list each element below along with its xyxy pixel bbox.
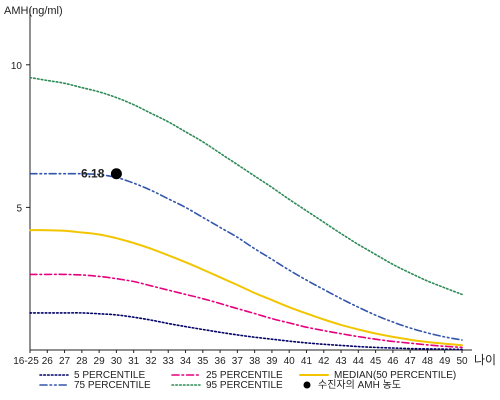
- x-tick-label: 16-25: [13, 356, 39, 367]
- y-axis-title: AMH(ng/ml): [4, 5, 63, 17]
- legend-swatch-patient-marker: [303, 381, 311, 389]
- legend-label-95-percentile: 95 PERCENTILE: [206, 380, 283, 391]
- y-tick-label: 10: [11, 61, 23, 72]
- patient-marker-label: 6.18: [81, 167, 105, 181]
- legend-label-patient-marker: 수진자의 AMH 농도: [318, 379, 401, 391]
- x-tick-label: 40: [284, 356, 296, 367]
- x-tick-label: 34: [180, 356, 192, 367]
- legend-label-5-percentile: 5 PERCENTILE: [74, 370, 145, 381]
- legend-label-75-percentile: 75 PERCENTILE: [74, 380, 151, 391]
- x-tick-label: 42: [318, 356, 330, 367]
- x-tick-label: 44: [353, 356, 365, 367]
- x-tick-label: 41: [301, 356, 313, 367]
- x-tick-label: 33: [163, 356, 175, 367]
- series-line-5-percentile: [29, 312, 463, 351]
- y-tick-label: 5: [16, 203, 22, 214]
- x-tick-label: 38: [249, 356, 261, 367]
- x-tick-label: 49: [439, 356, 451, 367]
- x-tick-label: 47: [405, 356, 417, 367]
- x-axis-unit: 나이: [474, 353, 496, 367]
- x-tick-label: 45: [370, 356, 382, 367]
- x-tick-label: 39: [266, 356, 278, 367]
- x-tick-label: 27: [59, 356, 71, 367]
- patient-marker: 6.18: [81, 167, 122, 181]
- series-line-median-50-percentile: [29, 229, 463, 347]
- x-tick-label: 37: [232, 356, 244, 367]
- x-tick-label: 35: [197, 356, 209, 367]
- x-tick-label: 31: [128, 356, 140, 367]
- x-tick-label: 32: [145, 356, 157, 367]
- legend-label-median-50-percentile: MEDIAN(50 PERCENTILE): [334, 370, 456, 381]
- series-lines: [29, 76, 463, 351]
- x-tick-label: 48: [422, 356, 434, 367]
- x-tick-label: 29: [94, 356, 106, 367]
- x-ticks: 16-25 26 27 28 29 30 31 32 33 34 35 36 37 38 39 40 41 42 4…: [13, 350, 468, 367]
- series-line-75-percentile: [29, 172, 463, 341]
- legend: 5 PERCENTILE 25 PERCENTILE MEDIAN(50 PERCE…: [39, 370, 456, 391]
- x-tick-label: 46: [387, 356, 399, 367]
- patient-marker-dot: [110, 168, 122, 180]
- x-tick-label: 26: [42, 356, 54, 367]
- x-tick-label: 36: [215, 356, 227, 367]
- x-tick-label: 50: [456, 356, 468, 367]
- x-tick-label: 43: [335, 356, 347, 367]
- series-line-25-percentile: [29, 273, 463, 349]
- series-line-95-percentile: [29, 76, 463, 296]
- y-ticks: 5 10: [11, 61, 30, 214]
- x-tick-label: 30: [111, 356, 123, 367]
- legend-label-25-percentile: 25 PERCENTILE: [206, 370, 283, 381]
- x-tick-label: 28: [76, 356, 88, 367]
